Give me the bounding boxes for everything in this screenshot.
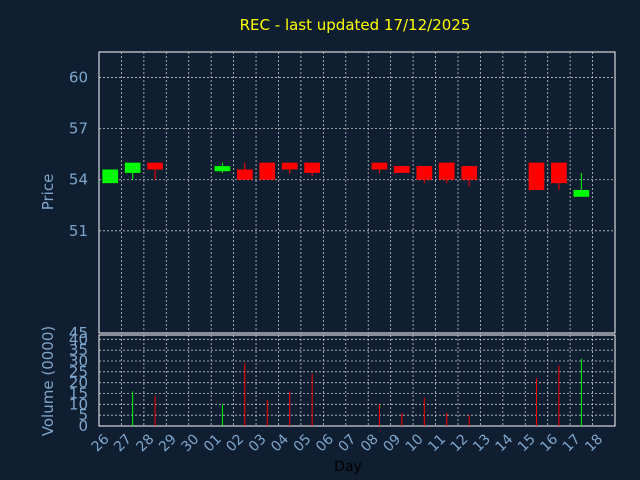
volume-y-tick-label: 30 [69,352,88,370]
volume-y-tick-label: 10 [69,395,88,413]
volume-grid [98,334,616,427]
candle-body [416,166,433,180]
price-y-tick-label: 57 [69,120,88,138]
price-y-tick-label: 54 [69,171,88,189]
candle-body [124,162,141,173]
volume-y-tick-label: 15 [69,385,88,403]
volume-y-tick-label: 20 [69,374,88,392]
price-candles [102,162,590,197]
candle-body [461,166,478,180]
price-grid [98,51,616,334]
x-axis-label: Day [334,459,362,475]
candle-body [102,169,119,184]
x-ticks: 2627282930010203040506070809101112131415… [89,431,606,455]
candle-body [394,166,410,173]
candle-body [573,189,590,197]
candle-body [281,162,298,170]
price-y-tick-label: 45 [69,324,88,342]
candle-body [214,166,231,172]
candle-body [371,162,388,170]
chart-title: REC - last updated 17/12/2025 [240,16,471,34]
price-y-tick-label: 60 [69,69,88,87]
volume-y-tick-label: 40 [69,330,88,348]
price-axis-label: Price [39,174,57,211]
candle-body [438,162,455,180]
volume-y-tick-label: 35 [69,341,88,359]
candle-body [528,162,545,190]
volume-panel-frame [98,334,616,427]
volume-bars [132,358,582,426]
candle-body [147,162,163,170]
volume-axis-label: Volume (0000) [39,326,57,436]
volume-y-tick-label: 0 [78,417,88,435]
volume-y-tick-label: 5 [78,406,88,424]
candle-body [551,162,567,184]
volume-y-tick-label: 25 [69,363,88,381]
price-y-ticks: 45 51 54 57 60 [69,69,88,342]
candle-body [236,169,253,180]
candle-body [259,162,276,180]
candle-body [304,162,320,173]
price-y-tick-label: 51 [69,222,88,240]
price-panel-frame [98,51,616,334]
